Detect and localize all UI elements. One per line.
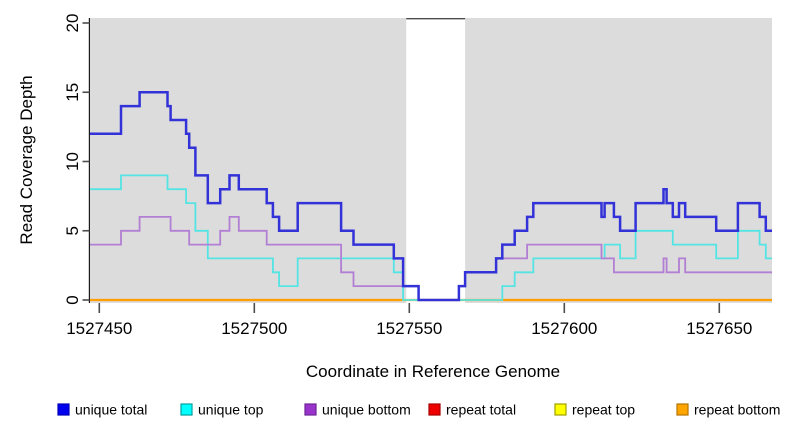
coverage-gap-band [406, 18, 466, 303]
x-axis-title: Coordinate in Reference Genome [306, 362, 560, 381]
legend-swatch-repeat-bottom [676, 403, 689, 416]
legend-swatch-repeat-top [554, 403, 567, 416]
legend-label-repeat-total: repeat total [446, 402, 516, 418]
legend-label-repeat-top: repeat top [572, 402, 635, 418]
legend-swatch-unique-top [180, 403, 193, 416]
y-tick-label: 15 [63, 83, 82, 102]
legend-swatch-unique-total [57, 403, 70, 416]
y-tick-label: 20 [63, 14, 82, 33]
legend-swatch-unique-bottom [304, 403, 317, 416]
series-line-unique-top [90, 174, 772, 301]
axes: 0 5 10 15 20 1527450 1527500 1527550 1527600 1527… [63, 14, 752, 338]
legend-label-unique-bottom: unique bottom [322, 402, 411, 418]
plot-area [90, 18, 772, 303]
x-tick-label: 1527500 [221, 319, 287, 338]
legend-label-unique-total: unique total [75, 402, 147, 418]
y-tick-label: 0 [63, 295, 82, 304]
x-tick-label: 1527600 [531, 319, 597, 338]
x-tick-label: 1527650 [686, 319, 752, 338]
y-tick-label: 5 [63, 226, 82, 235]
series-line-unique-total [90, 91, 772, 302]
x-tick-label: 1527550 [376, 319, 442, 338]
legend: unique total unique top unique bottom repea… [57, 402, 780, 418]
x-tick-label: 1527450 [66, 319, 132, 338]
legend-label-repeat-bottom: repeat bottom [694, 402, 780, 418]
y-tick-label: 10 [63, 152, 82, 171]
legend-label-unique-top: unique top [198, 402, 264, 418]
y-axis-title: Read Coverage Depth [17, 75, 36, 244]
legend-swatch-repeat-total [428, 403, 441, 416]
